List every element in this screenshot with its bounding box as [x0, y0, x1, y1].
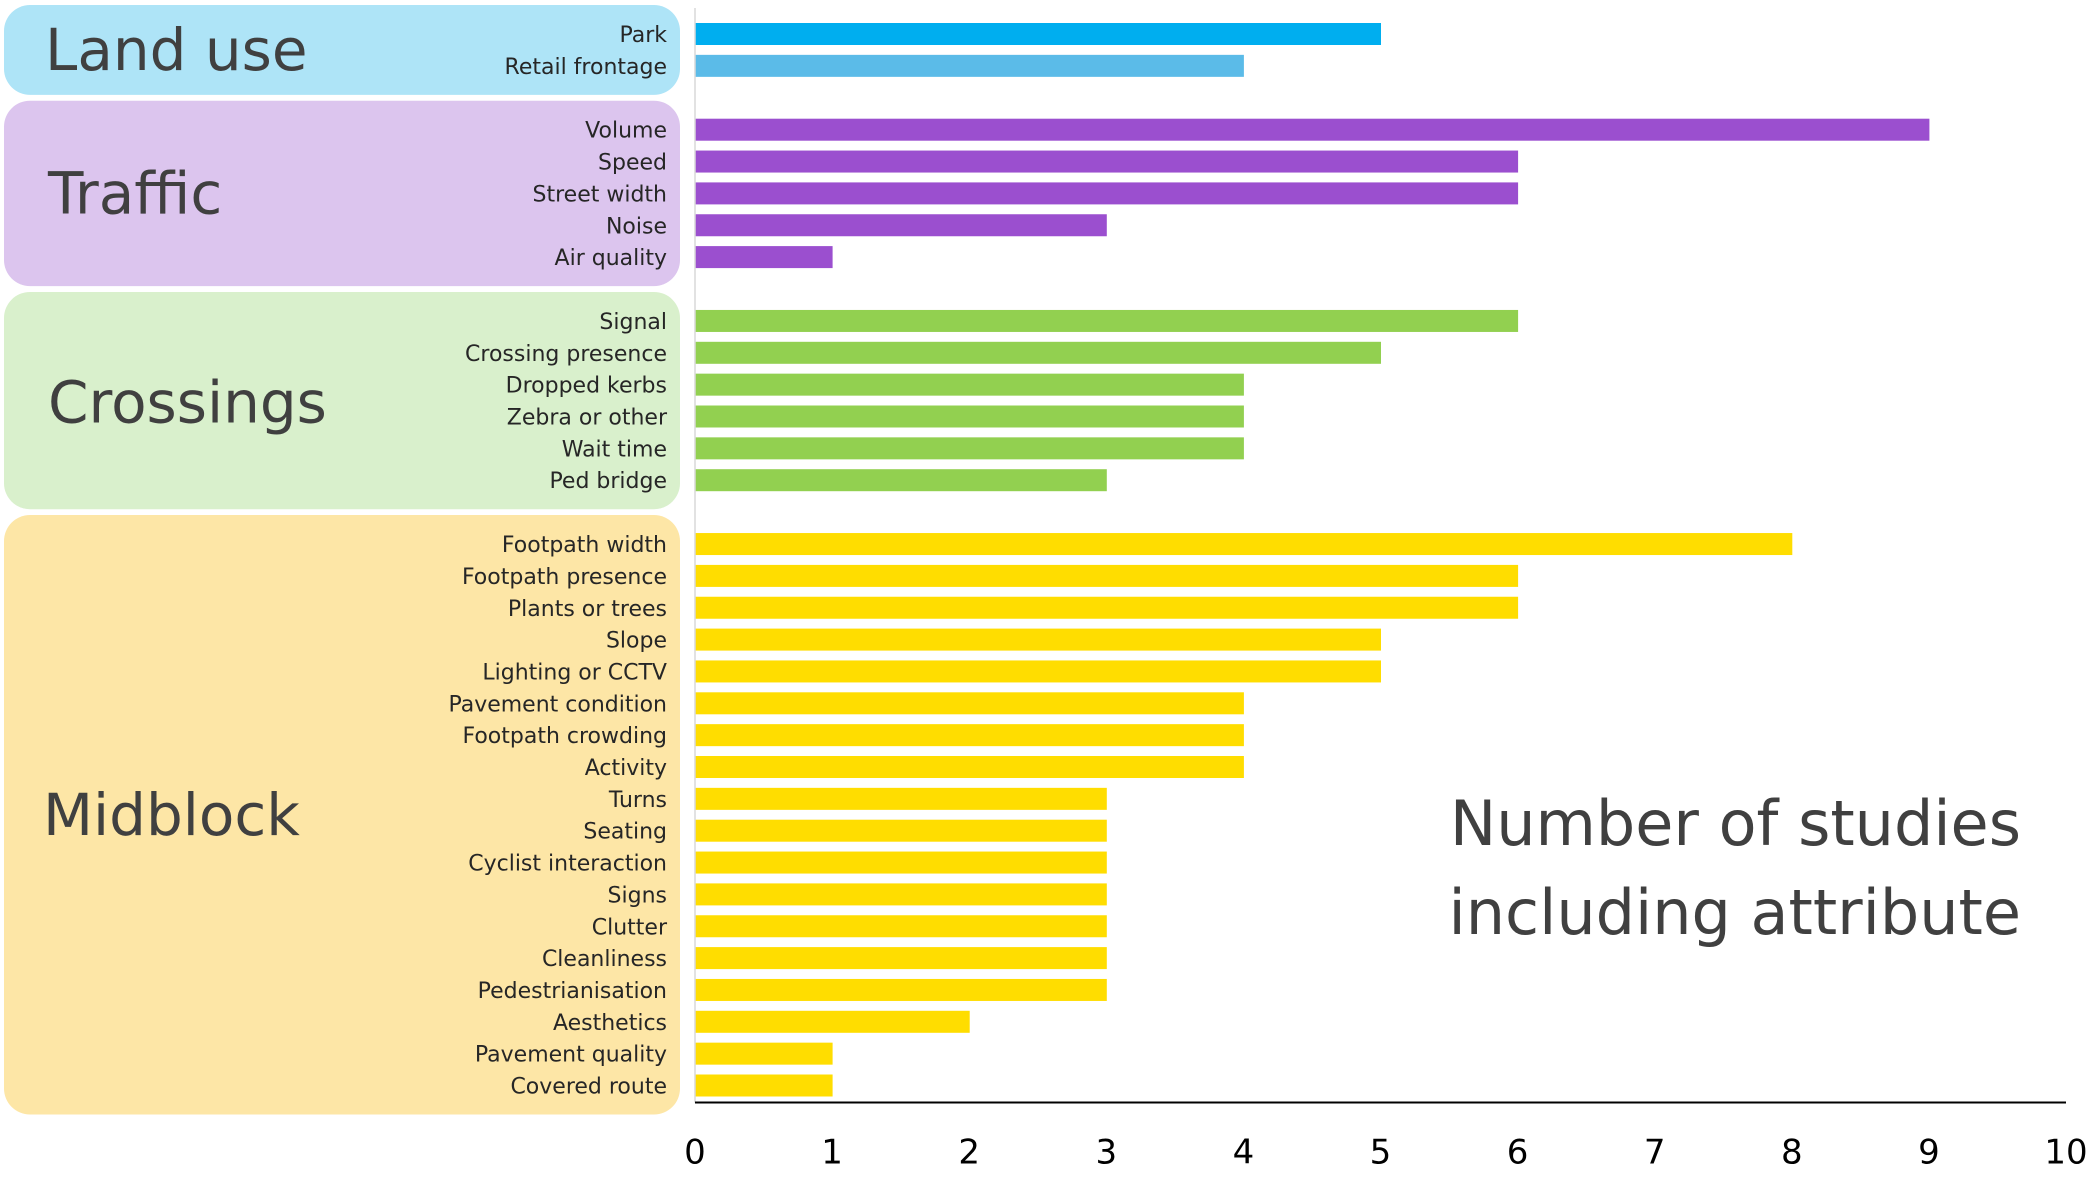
bar-footpath-presence	[695, 564, 1519, 587]
category-label: Pavement quality	[475, 1043, 667, 1068]
category-label: Cyclist interaction	[468, 852, 667, 877]
bar-street-width	[695, 182, 1519, 205]
category-label: Park	[619, 23, 667, 48]
x-tick-label: 4	[1233, 1133, 1255, 1173]
bar-crossing-presence	[695, 341, 1381, 364]
bar-volume	[695, 118, 1930, 141]
bar-clutter	[695, 915, 1107, 938]
category-label: Signs	[608, 883, 667, 908]
category-label: Aesthetics	[553, 1011, 667, 1036]
category-label: Footpath presence	[462, 565, 667, 590]
x-tick-label: 2	[958, 1133, 980, 1173]
x-tick-labels: 0 1 2 3 4 5 6 7 8 9 10	[684, 1133, 2087, 1173]
group-title-land-use: Land use	[45, 16, 308, 84]
group-panel-crossings	[4, 291, 680, 510]
x-tick-label: 3	[1095, 1133, 1117, 1173]
category-label: Clutter	[592, 915, 668, 940]
bar-activity	[695, 756, 1244, 778]
bar-dropped-kerbs	[695, 373, 1244, 396]
x-tick-label: 5	[1370, 1133, 1392, 1173]
bar-retail-frontage	[695, 54, 1244, 77]
x-tick-label: 8	[1781, 1133, 1803, 1173]
axis-title-line: including attribute	[1448, 876, 2021, 949]
category-label: Activity	[585, 756, 667, 781]
bar-ped-bridge	[695, 469, 1107, 492]
x-tick-label: 6	[1507, 1133, 1529, 1173]
category-label: Covered route	[510, 1075, 667, 1100]
bar-air-quality	[695, 246, 833, 269]
bar-seating	[695, 819, 1107, 842]
bar-pavement-condition	[695, 692, 1244, 715]
group-title-traffic: Traffic	[47, 159, 222, 227]
category-label: Noise	[606, 214, 667, 239]
bar-wait-time	[695, 437, 1244, 460]
category-label: Signal	[599, 310, 667, 335]
category-label: Pavement condition	[448, 692, 667, 717]
bar-plants-or-trees	[695, 596, 1519, 619]
category-label: Volume	[585, 119, 667, 144]
group-panels: Land use Traffic Crossings Midblock	[4, 5, 680, 1115]
group-panel-traffic	[4, 100, 680, 287]
axes	[694, 8, 2066, 1104]
bar-zebra-or-other	[695, 405, 1244, 428]
category-label: Pedestrianisation	[478, 979, 667, 1004]
category-label: Lighting or CCTV	[482, 660, 667, 685]
bar-slope	[695, 628, 1381, 651]
bar-footpath-width	[695, 533, 1793, 556]
x-tick-label: 10	[2044, 1133, 2087, 1173]
bar-park	[695, 23, 1381, 45]
category-label: Footpath crowding	[462, 724, 667, 749]
category-label: Cleanliness	[542, 947, 667, 972]
category-label: Footpath width	[502, 533, 667, 558]
x-tick-label: 1	[821, 1133, 843, 1173]
bar-signal	[695, 309, 1519, 332]
category-label: Slope	[606, 629, 667, 654]
category-label: Seating	[583, 820, 667, 845]
category-label: Turns	[608, 788, 667, 813]
bars	[695, 23, 1930, 1097]
category-label: Retail frontage	[505, 55, 667, 80]
x-tick-label: 0	[684, 1133, 706, 1173]
category-label: Zebra or other	[507, 406, 668, 431]
bar-lighting-or-cctv	[695, 660, 1381, 683]
category-label: Air quality	[555, 246, 667, 271]
group-title-crossings: Crossings	[48, 369, 327, 437]
group-title-midblock: Midblock	[43, 781, 300, 849]
x-tick-label: 9	[1918, 1133, 1940, 1173]
bar-covered-route	[695, 1074, 833, 1097]
bar-cyclist-interaction	[695, 851, 1107, 874]
bar-footpath-crowding	[695, 724, 1244, 747]
group-panel-midblock	[4, 515, 680, 1115]
category-label: Plants or trees	[508, 597, 667, 622]
bar-speed	[695, 150, 1519, 173]
bar-turns	[695, 787, 1107, 810]
category-label: Ped bridge	[549, 469, 667, 494]
group-panel-land-use	[4, 5, 680, 95]
x-tick-label: 7	[1644, 1133, 1666, 1173]
bar-pedestrianisation	[695, 978, 1107, 1001]
axis-title: Number of studies including attribute	[1448, 787, 2021, 949]
category-label: Street width	[533, 182, 667, 207]
category-label: Wait time	[562, 437, 667, 462]
category-label: Crossing presence	[465, 342, 667, 367]
bar-noise	[695, 214, 1107, 237]
bar-signs	[695, 883, 1107, 906]
axis-title-line: Number of studies	[1450, 787, 2021, 860]
bar-aesthetics	[695, 1010, 970, 1033]
category-label: Speed	[598, 151, 667, 176]
bar-cleanliness	[695, 947, 1107, 970]
category-label: Dropped kerbs	[506, 374, 667, 399]
bar-pavement-quality	[695, 1042, 833, 1065]
category-labels: Park Retail frontage Volume Speed Street wid…	[448, 23, 668, 1100]
